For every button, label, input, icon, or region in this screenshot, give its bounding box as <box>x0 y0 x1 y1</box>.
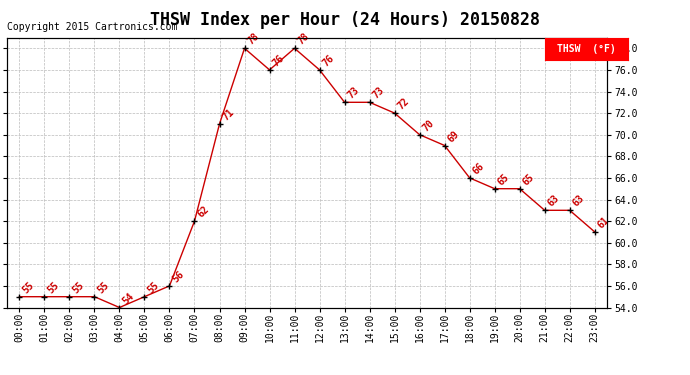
Text: 56: 56 <box>171 269 186 285</box>
Text: 70: 70 <box>421 118 436 133</box>
Text: 63: 63 <box>546 194 562 209</box>
Text: 78: 78 <box>296 32 311 47</box>
Text: 69: 69 <box>446 129 462 144</box>
Text: 72: 72 <box>396 96 411 112</box>
Text: 54: 54 <box>121 291 136 306</box>
Text: 73: 73 <box>346 86 362 101</box>
Text: THSW Index per Hour (24 Hours) 20150828: THSW Index per Hour (24 Hours) 20150828 <box>150 11 540 29</box>
Text: 66: 66 <box>471 161 486 177</box>
Text: 73: 73 <box>371 86 386 101</box>
Text: 76: 76 <box>271 53 286 69</box>
Text: 61: 61 <box>596 215 611 231</box>
Text: 62: 62 <box>196 204 211 220</box>
Text: 65: 65 <box>521 172 536 187</box>
Text: 63: 63 <box>571 194 586 209</box>
Text: 55: 55 <box>71 280 86 295</box>
Text: 55: 55 <box>146 280 161 295</box>
Text: 71: 71 <box>221 107 236 123</box>
Text: 55: 55 <box>21 280 36 295</box>
Text: THSW  (°F): THSW (°F) <box>557 44 616 54</box>
Text: 78: 78 <box>246 32 262 47</box>
Text: 55: 55 <box>46 280 61 295</box>
Text: Copyright 2015 Cartronics.com: Copyright 2015 Cartronics.com <box>7 22 177 32</box>
Text: 65: 65 <box>496 172 511 187</box>
Text: 76: 76 <box>321 53 336 69</box>
Text: 55: 55 <box>96 280 111 295</box>
